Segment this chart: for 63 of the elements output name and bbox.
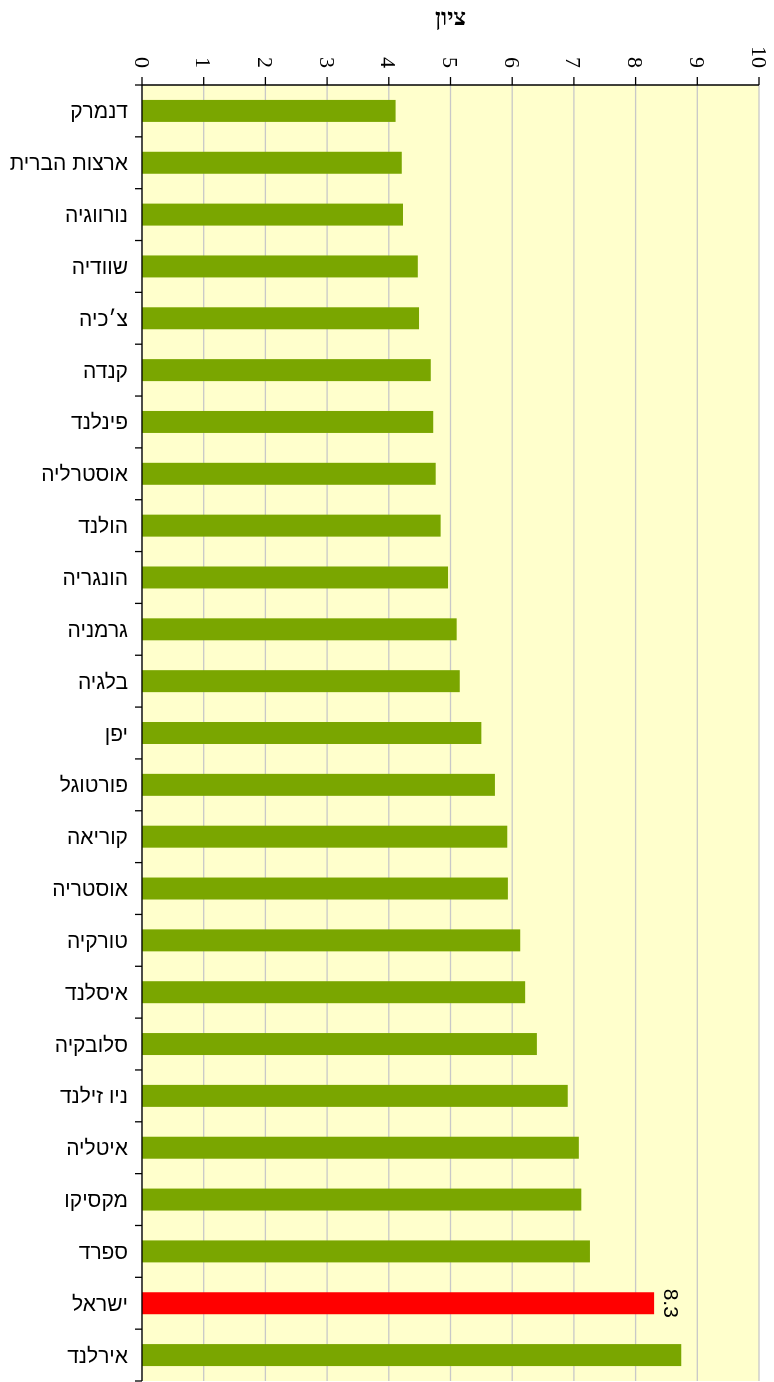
y-tick-label: שוודיה [71,254,128,278]
y-tick-label: הולנד [78,514,128,538]
x-tick-label: 3 [314,57,340,68]
y-tick-label: אוסטריה [52,877,128,901]
bar [142,722,482,744]
y-tick-label: בלגיה [77,669,128,693]
y-tick-label: פורטוגל [59,773,128,797]
y-tick-label: דנמרק [70,99,129,123]
y-tick-label: גרמניה [67,617,129,641]
y-tick-label: צ׳כיה [79,306,128,330]
x-tick-label: 7 [561,57,587,68]
bar [142,1188,582,1211]
y-tick-label: יפן [104,721,128,745]
y-tick-label: פינלנד [71,410,128,434]
y-tick-label: ניו זילנד [59,1084,128,1108]
bar [142,877,508,900]
bar [142,1084,568,1107]
x-tick-label: 6 [499,57,525,68]
y-tick-label: איסלנד [65,980,128,1004]
bar [142,1240,590,1263]
data-label: 8.3 [659,1288,683,1318]
bar [142,929,521,952]
bar [142,151,402,174]
bar [142,359,431,382]
bar [142,1292,655,1315]
bar [142,566,449,589]
y-tick-label: מקסיקו [64,1188,128,1212]
x-tick-label: 9 [684,57,710,68]
y-tick-label: נורווגיה [65,203,128,227]
y-tick-label: טורקיה [66,928,128,952]
x-tick-label: 0 [129,57,155,68]
y-tick-label: קנדה [83,358,128,382]
bar [142,1136,579,1159]
x-tick-label: 8 [623,57,649,68]
y-tick-label: איטליה [66,1136,128,1160]
y-tick-label: הונגריה [62,565,128,589]
bar [142,410,434,433]
x-tick-label: 1 [191,57,217,68]
bar [142,99,396,122]
y-tick-label: אוסטרליה [41,462,128,486]
x-tick-label: 5 [438,57,463,68]
x-axis-title: ציון [434,4,467,31]
bar [142,670,460,693]
y-tick-label: ארצות הברית [9,151,128,175]
y-tick-label: אירלנד [67,1343,128,1367]
y-tick-label: ישראל [72,1291,128,1315]
bar [142,203,403,226]
bar [142,307,420,330]
bar [142,462,436,485]
x-tick-label: 10 [746,46,772,68]
bar [142,514,441,537]
bar [142,1033,537,1056]
bar [142,825,508,848]
bar [142,618,457,641]
bar [142,773,495,796]
bar [142,1344,682,1367]
x-tick-label: 2 [252,57,278,68]
y-tick-label: קוריאה [66,825,128,849]
bar [142,981,526,1004]
bar [142,255,418,278]
y-tick-label: ספרד [78,1239,128,1263]
x-tick-label: 4 [376,57,402,68]
y-tick-label: סלובקיה [54,1032,128,1056]
